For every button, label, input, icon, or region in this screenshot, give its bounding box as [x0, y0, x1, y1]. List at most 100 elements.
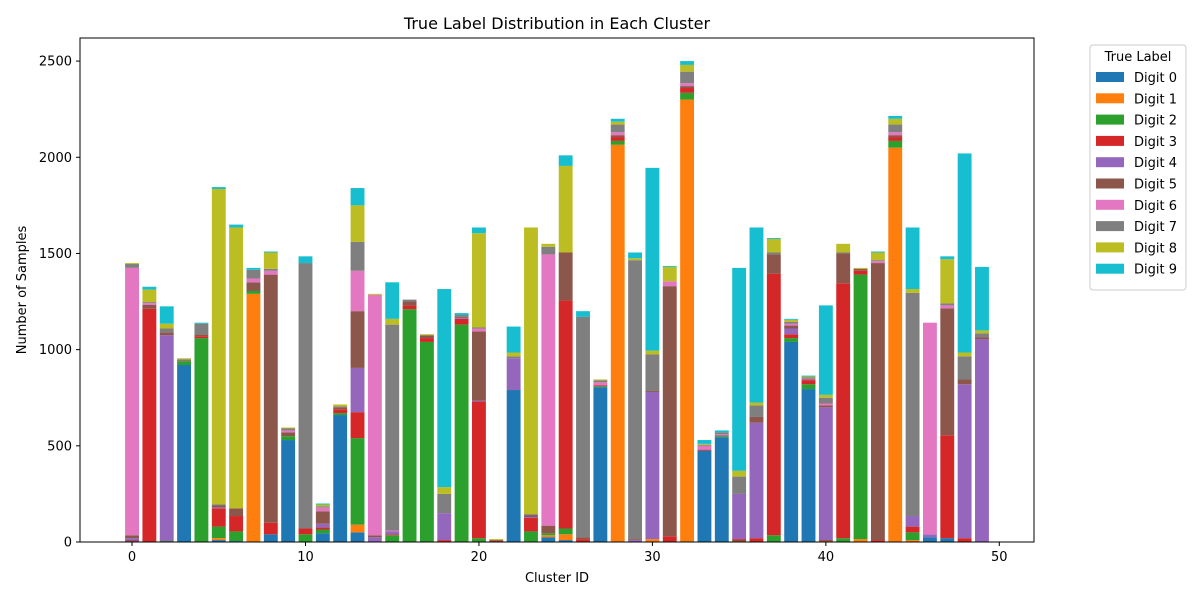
bar-segment-cluster-37-digit-3: [767, 274, 781, 536]
bar-segment-cluster-17-digit-2: [420, 342, 434, 542]
bar-segment-cluster-13-digit-4: [351, 368, 365, 412]
bar-segment-cluster-34-digit-6: [715, 434, 729, 435]
bar-segment-cluster-20-digit-7: [472, 328, 486, 329]
bar-segment-cluster-29-digit-8: [628, 258, 642, 260]
bar-segment-cluster-12-digit-3: [333, 409, 347, 413]
bar-segment-cluster-12-digit-7: [333, 406, 347, 407]
bar-segment-cluster-40-digit-5: [819, 405, 833, 407]
bar-segment-cluster-22-digit-7: [507, 356, 521, 358]
bar-segment-cluster-29-digit-5: [628, 539, 642, 540]
bar-segment-cluster-31-digit-9: [663, 266, 677, 267]
bar-segment-cluster-23-digit-2: [524, 531, 538, 542]
legend-swatch: [1096, 136, 1124, 146]
bar-segment-cluster-25-digit-1: [559, 534, 573, 540]
bar-segment-cluster-45-digit-2: [906, 532, 920, 540]
bar-segment-cluster-5-digit-1: [212, 538, 226, 540]
bar-segment-cluster-32-digit-6: [680, 83, 694, 86]
bar-segment-cluster-23-digit-5: [524, 515, 538, 517]
bar-segment-cluster-46-digit-4: [923, 534, 937, 537]
bar-segment-cluster-37-digit-2: [767, 535, 781, 542]
bar-segment-cluster-8-digit-0: [264, 534, 278, 542]
bar-segment-cluster-48-digit-4: [958, 384, 972, 538]
bar-segment-cluster-36-digit-7: [750, 405, 764, 417]
bar-segment-cluster-48-digit-5: [958, 379, 972, 384]
bar-segment-cluster-7-digit-6: [247, 278, 261, 282]
bar-segment-cluster-34-digit-0: [715, 437, 729, 542]
bar-segment-cluster-13-digit-8: [351, 205, 365, 242]
bar-segment-cluster-23-digit-7: [524, 514, 538, 515]
bars-group: [125, 61, 989, 542]
bar-segment-cluster-8-digit-5: [264, 275, 278, 523]
bar-segment-cluster-21-digit-8: [489, 539, 503, 540]
bar-segment-cluster-18-digit-9: [437, 289, 451, 487]
bar-segment-cluster-42-digit-8: [854, 268, 868, 269]
bar-segment-cluster-3-digit-8: [177, 358, 191, 359]
legend-swatch: [1096, 264, 1124, 274]
y-tick-label: 2000: [39, 151, 72, 166]
bar-segment-cluster-9-digit-8: [281, 428, 295, 429]
bar-segment-cluster-45-digit-7: [906, 293, 920, 516]
bar-segment-cluster-28-digit-1: [611, 145, 625, 542]
bar-segment-cluster-11-digit-6: [316, 507, 330, 511]
bar-segment-cluster-25-digit-5: [559, 252, 573, 300]
bar-segment-cluster-49-digit-5: [975, 337, 989, 339]
bar-segment-cluster-45-digit-9: [906, 227, 920, 289]
legend-swatch: [1096, 115, 1124, 125]
bar-segment-cluster-11-digit-3: [316, 528, 330, 530]
bar-segment-cluster-45-digit-8: [906, 289, 920, 293]
bar-segment-cluster-47-digit-6: [940, 305, 954, 308]
bar-segment-cluster-32-digit-9: [680, 61, 694, 65]
bar-segment-cluster-43-digit-9: [871, 252, 885, 253]
bar-segment-cluster-16-digit-5: [403, 302, 417, 306]
bar-segment-cluster-38-digit-9: [784, 319, 798, 320]
bar-segment-cluster-11-digit-2: [316, 530, 330, 534]
bar-segment-cluster-12-digit-0: [333, 415, 347, 542]
bar-segment-cluster-2-digit-4: [160, 335, 174, 541]
bar-segment-cluster-30-digit-4: [645, 392, 659, 539]
bar-segment-cluster-41-digit-3: [836, 283, 850, 538]
bar-segment-cluster-48-digit-3: [958, 538, 972, 542]
bar-segment-cluster-20-digit-3: [472, 402, 486, 539]
bar-segment-cluster-2-digit-5: [160, 332, 174, 335]
bar-segment-cluster-0-digit-6: [125, 268, 139, 535]
legend-label: Digit 1: [1134, 92, 1177, 107]
bar-segment-cluster-28-digit-5: [611, 135, 625, 137]
bar-segment-cluster-43-digit-8: [871, 252, 885, 260]
bar-segment-cluster-37-digit-9: [767, 238, 781, 239]
bar-segment-cluster-44-digit-6: [888, 132, 902, 135]
legend-label: Digit 2: [1134, 114, 1177, 129]
bar-segment-cluster-21-digit-5: [489, 540, 503, 541]
bar-segment-cluster-33-digit-7: [698, 445, 712, 446]
bar-segment-cluster-44-digit-5: [888, 135, 902, 137]
y-axis-label: Number of Samples: [15, 226, 30, 355]
legend-label: Digit 6: [1134, 199, 1177, 214]
bar-segment-cluster-28-digit-9: [611, 119, 625, 122]
bar-segment-cluster-13-digit-0: [351, 532, 365, 542]
bar-segment-cluster-40-digit-3: [819, 540, 833, 541]
bar-segment-cluster-27-digit-8: [593, 379, 607, 380]
bar-segment-cluster-30-digit-9: [645, 168, 659, 351]
bar-segment-cluster-29-digit-9: [628, 252, 642, 258]
y-tick-label: 1000: [39, 343, 72, 358]
bar-segment-cluster-34-digit-2: [715, 436, 729, 437]
bar-segment-cluster-9-digit-2: [281, 436, 295, 440]
bar-segment-cluster-38-digit-2: [784, 338, 798, 342]
bar-segment-cluster-43-digit-6: [871, 261, 885, 263]
bar-segment-cluster-5-digit-9: [212, 187, 226, 189]
bar-segment-cluster-48-digit-8: [958, 353, 972, 357]
bar-segment-cluster-25-digit-3: [559, 301, 573, 529]
bar-segment-cluster-11-digit-7: [316, 506, 330, 507]
bar-segment-cluster-35-digit-7: [732, 477, 746, 494]
bar-segment-cluster-12-digit-8: [333, 404, 347, 406]
bar-segment-cluster-34-digit-7: [715, 432, 729, 434]
bar-segment-cluster-1-digit-5: [142, 305, 156, 309]
bar-segment-cluster-40-digit-7: [819, 398, 833, 404]
bar-segment-cluster-10-digit-9: [299, 256, 313, 263]
bar-segment-cluster-36-digit-4: [750, 423, 764, 538]
bar-segment-cluster-24-digit-0: [541, 537, 555, 542]
bar-segment-cluster-48-digit-9: [958, 153, 972, 352]
bar-segment-cluster-31-digit-3: [663, 536, 677, 542]
